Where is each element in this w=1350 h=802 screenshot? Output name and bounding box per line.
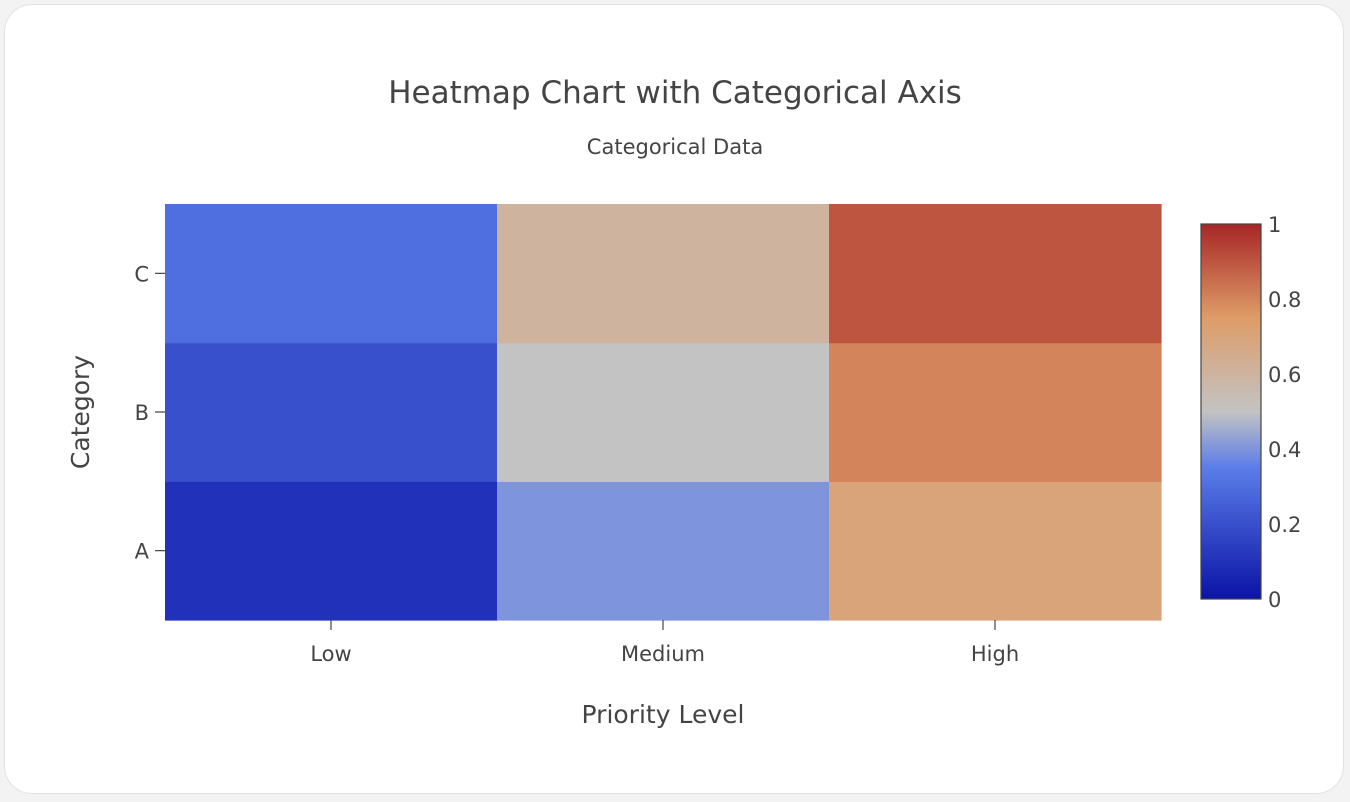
x-tick-label: Medium <box>621 642 705 666</box>
x-tick-label: Low <box>310 642 351 666</box>
heatmap-cell-c-low <box>165 204 498 344</box>
heatmap-cells <box>165 204 1162 621</box>
heatmap-cell-b-low <box>165 342 498 482</box>
chart-subtitle: Categorical Data <box>587 135 763 159</box>
y-axis-title: Category <box>66 355 95 469</box>
colorbar-tick-label: 0.4 <box>1268 438 1301 462</box>
colorbar: 0 0.2 0.4 0.6 0.8 1 <box>1200 213 1301 612</box>
heatmap-cell-a-low <box>165 481 498 621</box>
x-tick-label: High <box>971 642 1019 666</box>
colorbar-tick-label: 0 <box>1268 588 1281 612</box>
heatmap-cell-b-medium <box>497 342 830 482</box>
y-tick-label: C <box>134 262 149 286</box>
heatmap-cell-a-high <box>829 481 1162 621</box>
colorbar-tick-label: 0.8 <box>1268 288 1301 312</box>
heatmap-cell-c-medium <box>497 204 830 344</box>
y-tick-label: B <box>135 401 149 425</box>
colorbar-tick-label: 0.6 <box>1268 363 1301 387</box>
x-axis-title: Priority Level <box>582 700 745 729</box>
colorbar-tick-label: 1 <box>1268 213 1281 237</box>
heatmap-cell-b-high <box>829 342 1162 482</box>
y-axis-ticks: A B C <box>134 262 165 564</box>
chart-title: Heatmap Chart with Categorical Axis <box>388 75 962 111</box>
x-axis-ticks: Low Medium High <box>310 620 1019 666</box>
colorbar-gradient <box>1200 223 1262 600</box>
heatmap-cell-a-medium <box>497 481 830 621</box>
y-tick-label: A <box>135 540 150 564</box>
colorbar-tick-label: 0.2 <box>1268 513 1301 537</box>
heatmap-cell-c-high <box>829 204 1162 344</box>
